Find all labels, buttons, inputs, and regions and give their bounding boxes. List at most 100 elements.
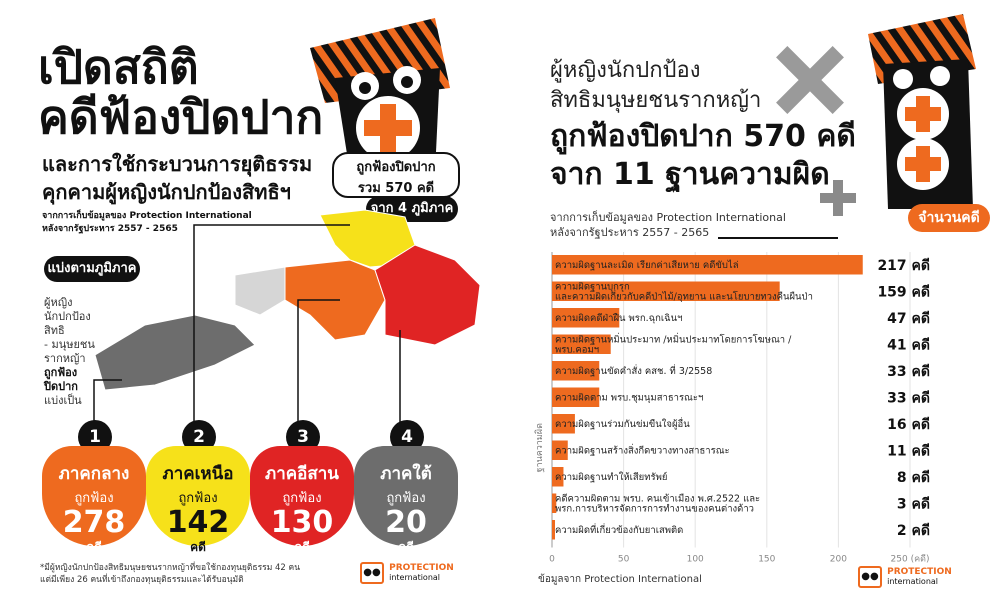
mascot-illustration-right — [868, 14, 976, 209]
region-name: ภาคเหนือ — [162, 464, 234, 484]
y-axis-label: ฐานความผิด — [534, 423, 545, 473]
map-south-region — [94, 314, 256, 391]
right-source-line1: จากการเก็บข้อมูลของ Protection Internati… — [550, 211, 786, 224]
left-source-line2: หลังจากรัฐประหาร 2557 - 2565 — [42, 224, 178, 234]
bar-category-label: ความผิดที่เกี่ยวข้องกับยาเสพติด — [555, 523, 683, 536]
left-logo: ●● PROTECTION international — [360, 562, 454, 584]
bar — [552, 414, 575, 434]
logo-people-icon-right: ●● — [858, 566, 882, 588]
bar-value-label: 217 คดี — [877, 258, 930, 274]
source-underline — [718, 237, 838, 239]
right-infographic-panel: ผู้หญิงนักปกป้อง สิทธิมนุษยชนรากหญ้า ถูก… — [500, 0, 1000, 600]
bar-value-label: 2 คดี — [897, 523, 930, 539]
bar-value-label: 41 คดี — [887, 338, 930, 354]
region-count: 130 — [270, 505, 334, 540]
region-sub: ถูกฟ้อง — [74, 491, 114, 506]
bar — [552, 493, 557, 513]
bar — [552, 387, 600, 407]
total-cases-bubble: ถูกฟ้องปิดปาก รวม 570 คดี — [332, 152, 460, 198]
total-bubble-line2: รวม 570 คดี — [357, 181, 435, 196]
logo-people-icon: ●● — [360, 562, 384, 584]
right-title-line2: สิทธิมนุษยชนรากหญ้า — [550, 88, 762, 113]
bar-category-label: ความผิดตาม พรบ.ชุมนุมสาธารณะฯ — [555, 393, 703, 404]
x-tick-label: 200 — [830, 555, 847, 565]
bar-category-label: ความผิดฐานหมิ่นประมาท /หมิ่นประมาทโดยการ… — [555, 333, 792, 356]
side-note-line: - มนุษยชน — [44, 338, 95, 351]
left-title-line1: เปิดสถิติ — [38, 40, 199, 94]
bar — [552, 467, 564, 487]
logo-text-1-right: PROTECTION — [887, 567, 952, 577]
bar — [552, 308, 620, 328]
region-card: ภาคกลางถูกฟ้อง 278 คดี — [42, 446, 146, 554]
region-name: ภาคใต้ — [380, 464, 432, 484]
grey-x-decoration — [776, 46, 844, 114]
x-tick-label: 150 — [758, 555, 775, 565]
regions-bubble: จาก 4 ภูมิภาค — [366, 196, 458, 222]
bar-category-label: ความผิดฐานร่วมกันข่มขืนใจผู้อื่น — [555, 417, 690, 430]
bar-category-label: ความผิดฐานขัดคำสั่ง คสช. ที่ 3/2558 — [555, 364, 712, 377]
bar-category-label: ความผิดฐานทำให้เสียทรัพย์ — [555, 471, 667, 483]
side-note-line: ปิดปาก — [44, 380, 78, 393]
bar-category-label: คดีความผิดตาม พรบ. คนเข้าเมือง พ.ศ.2522 … — [555, 493, 760, 515]
region-count: 142 — [166, 505, 230, 540]
bar-value-label: 16 คดี — [887, 417, 930, 433]
x-tick-label: 100 — [687, 555, 704, 565]
bar-category-label: ความผิดคดีฝ่าฝืน พรก.ฉุกเฉินฯ — [555, 312, 682, 324]
side-note-line: รากหญ้า — [44, 352, 86, 365]
left-infographic-panel: เปิดสถิติ คดีฟ้องปิดปาก และการใช้กระบวนก… — [38, 18, 481, 585]
left-title-line2: คดีฟ้องปิดปาก — [38, 90, 324, 144]
bar-value-label: 3 คดี — [897, 497, 930, 513]
x-tick-label: 50 — [618, 555, 630, 565]
right-logo: ●● PROTECTION international — [858, 566, 952, 588]
region-card: ภาคเหนือ ถูกฟ้อง 142 คดี — [146, 446, 250, 554]
side-note-line: สิทธิ — [44, 324, 65, 337]
bar — [552, 520, 555, 540]
bar — [552, 440, 568, 460]
bar-category-label: ความผิดฐานละเมิด เรียกค่าเสียหาย คดีขับไ… — [555, 259, 739, 271]
region-count: 278 — [62, 505, 126, 540]
bar-value-label: 159 คดี — [877, 285, 930, 301]
x-tick-label: 0 — [549, 555, 555, 565]
region-unit: คดี — [398, 540, 414, 554]
total-bubble-line1: ถูกฟ้องปิดปาก — [356, 160, 436, 175]
mascot-illustration — [310, 18, 450, 173]
grey-plus-decoration — [820, 180, 856, 216]
bar — [552, 334, 611, 354]
side-note-line: นักปกป้อง — [44, 310, 91, 323]
split-by-region-label: แบ่งตามภูมิภาค — [44, 256, 140, 282]
left-subtitle-line1: และการใช้กระบวนการยุติธรรม — [42, 152, 313, 176]
left-footnote-line1: *มีผู้หญิงนักปกป้องสิทธิมนุษยชนรากหญ้าที… — [40, 563, 301, 573]
bar-value-label: 8 คดี — [897, 470, 930, 486]
bar — [552, 255, 863, 275]
right-source-line2: หลังจากรัฐประหาร 2557 - 2565 — [550, 226, 710, 239]
region-name: ภาคกลาง — [58, 464, 130, 484]
region-unit: คดี — [294, 540, 310, 554]
right-headline-line1: ถูกฟ้องปิดปาก 570 คดี — [550, 119, 856, 154]
logo-text-2: international — [389, 573, 441, 582]
bar-value-label: 47 คดี — [887, 311, 930, 327]
bar-category-label: ความผิดฐานสร้างสิ่งกีดขวางทางสาธารณะ — [555, 444, 730, 457]
right-title-line1: ผู้หญิงนักปกป้อง — [550, 58, 701, 83]
bar-value-label: 33 คดี — [887, 391, 930, 407]
count-badge: จำนวนคดี — [908, 204, 990, 232]
offense-bar-chart: 0 50 100 150 200 250 (คดี)ฐานความผิดความผิดฐา… — [534, 252, 930, 565]
map-east-grey — [234, 266, 286, 316]
connector-lines — [93, 224, 401, 430]
side-note-line: ผู้หญิง — [44, 296, 73, 309]
region-unit: คดี — [86, 540, 102, 554]
region-sub: ถูกฟ้อง — [282, 491, 322, 506]
region-sub: ถูกฟ้อง — [178, 491, 218, 506]
left-source-line1: จากการเก็บข้อมูลของ Protection Internati… — [42, 211, 252, 221]
region-card: ภาคใต้ ถูกฟ้อง 20 คดี — [354, 446, 458, 554]
x-tick-label: 250 (คดี) — [891, 554, 930, 565]
region-count: 20 — [385, 505, 427, 540]
bar-category-label: ความผิดฐานบุกรุกและความผิดเกี่ยวกับคดีป่… — [555, 282, 813, 303]
left-footnote-line2: แต่มีเพียง 26 คนที่เข้าถึงกองทุนยุติธรรม… — [40, 575, 244, 585]
region-name: ภาคอีสาน — [265, 464, 339, 484]
map-northeast-region — [374, 244, 481, 346]
bar-value-label: 11 คดี — [887, 444, 930, 460]
right-footer-source: ข้อมูลจาก Protection International — [538, 574, 702, 585]
side-note-line: ถูกฟ้อง — [44, 366, 78, 379]
bar — [552, 361, 600, 381]
side-note-line: แบ่งเป็น — [44, 394, 82, 407]
